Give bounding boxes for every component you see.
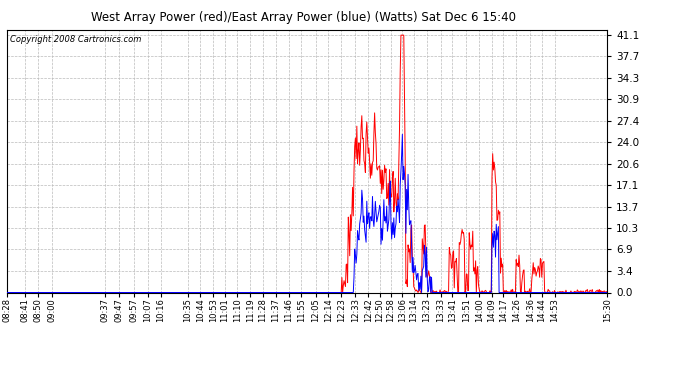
Text: West Array Power (red)/East Array Power (blue) (Watts) Sat Dec 6 15:40: West Array Power (red)/East Array Power … bbox=[91, 11, 516, 24]
Text: Copyright 2008 Cartronics.com: Copyright 2008 Cartronics.com bbox=[10, 35, 141, 44]
